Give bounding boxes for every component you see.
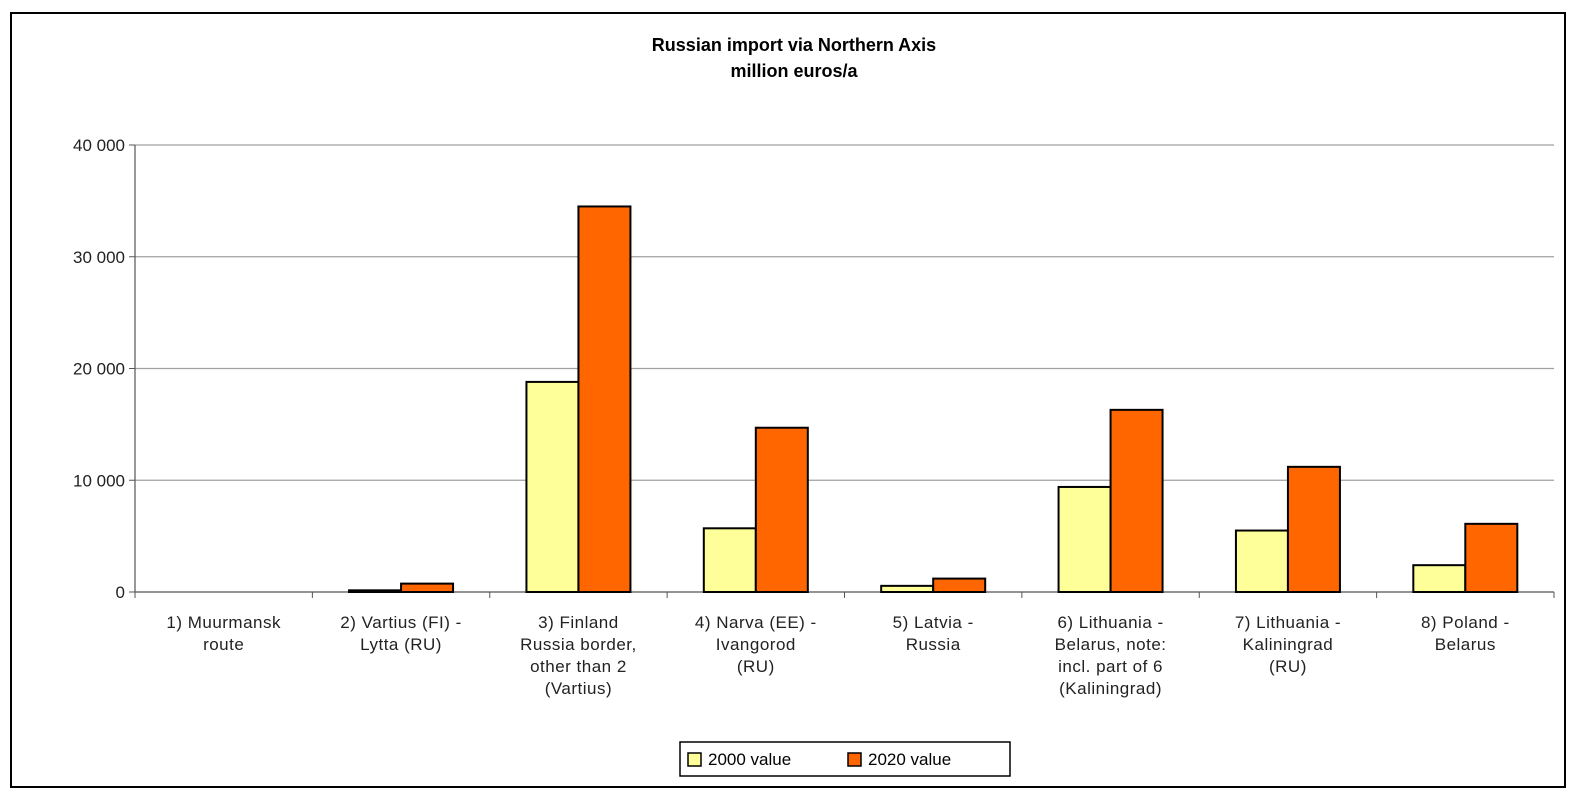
legend-swatch-2000: [687, 752, 702, 767]
bar-2020-5: [932, 577, 987, 594]
x-category-label-line: 1) Muurmansk: [166, 613, 281, 632]
x-category-label: 4) Narva (EE) - Ivangorod (RU): [695, 613, 817, 676]
x-category-label-line: other than 2: [530, 657, 627, 676]
x-category-labels: 1) Muurmansk route 2) Vartius (FI) - Lytta …: [166, 613, 1509, 698]
legend-label-2020: 2020 value: [868, 750, 951, 769]
bar-2000-3: [525, 380, 580, 593]
chart-title-group: Russian import via Northern Axis million…: [652, 35, 936, 81]
x-category-label: 1) Muurmansk route: [166, 613, 281, 654]
y-tick-label: 20 000: [73, 360, 125, 379]
bar-2000-8: [1412, 564, 1467, 593]
legend-label-2000: 2000 value: [708, 750, 791, 769]
bar-2020-3: [577, 205, 632, 593]
legend: 2000 value 2020 value: [679, 741, 1011, 777]
bar-2000-4: [702, 527, 757, 593]
x-category-label-line: 2) Vartius (FI) -: [340, 613, 462, 632]
x-category-label-line: Belarus: [1435, 635, 1496, 654]
x-category-label-line: 5) Latvia -: [893, 613, 974, 632]
x-category-label-line: (RU): [737, 657, 775, 676]
x-category-label-line: Kaliningrad: [1243, 635, 1334, 654]
x-category-label-line: (RU): [1269, 657, 1307, 676]
bar-2000-2: [348, 589, 403, 593]
x-category-label-line: route: [203, 635, 244, 654]
x-category-label: 8) Poland - Belarus: [1421, 613, 1510, 654]
x-category-label-line: Russia border,: [520, 635, 637, 654]
x-category-label-line: (Kaliningrad): [1059, 679, 1162, 698]
bar-2020-2: [400, 582, 455, 594]
bar-2000-7: [1234, 529, 1289, 593]
y-tick-label: 40 000: [73, 136, 125, 155]
y-tick-labels: 0 10 000 20 000 30 000 40 000: [73, 136, 125, 602]
y-tick-label: 0: [116, 583, 125, 602]
bar-2020-6: [1109, 408, 1164, 593]
bar-2000-5: [880, 584, 935, 594]
x-category-label-line: (Vartius): [545, 679, 612, 698]
x-category-label-line: 7) Lithuania -: [1235, 613, 1341, 632]
x-category-label-line: Ivangorod: [716, 635, 796, 654]
x-category-label: 7) Lithuania - Kaliningrad (RU): [1235, 613, 1341, 676]
chart-subtitle: million euros/a: [730, 61, 858, 81]
x-category-label-line: Lytta (RU): [360, 635, 442, 654]
x-category-label-line: Russia: [906, 635, 961, 654]
x-category-label-line: 8) Poland -: [1421, 613, 1510, 632]
legend-box: [679, 741, 1011, 777]
x-category-label-line: incl. part of 6: [1058, 657, 1163, 676]
x-category-label-line: 6) Lithuania -: [1057, 613, 1163, 632]
bar-2020-4: [754, 426, 809, 594]
legend-swatch-2020: [847, 752, 862, 767]
y-tick-label: 30 000: [73, 248, 125, 267]
x-category-label: 5) Latvia - Russia: [893, 613, 974, 654]
bars: [348, 205, 1519, 594]
bar-2000-6: [1057, 485, 1112, 593]
x-category-label-line: Belarus, note:: [1055, 635, 1167, 654]
x-category-label: 3) Finland Russia border, other than 2 (Var…: [520, 613, 637, 698]
bar-2020-8: [1464, 522, 1519, 594]
x-category-label: 6) Lithuania - Belarus, note: incl. part o…: [1055, 613, 1167, 698]
chart-title: Russian import via Northern Axis: [652, 35, 936, 55]
y-tick-label: 10 000: [73, 471, 125, 490]
x-category-label-line: 3) Finland: [538, 613, 619, 632]
x-category-label: 2) Vartius (FI) - Lytta (RU): [340, 613, 462, 654]
bar-2020-7: [1286, 465, 1341, 593]
x-category-label-line: 4) Narva (EE) -: [695, 613, 817, 632]
